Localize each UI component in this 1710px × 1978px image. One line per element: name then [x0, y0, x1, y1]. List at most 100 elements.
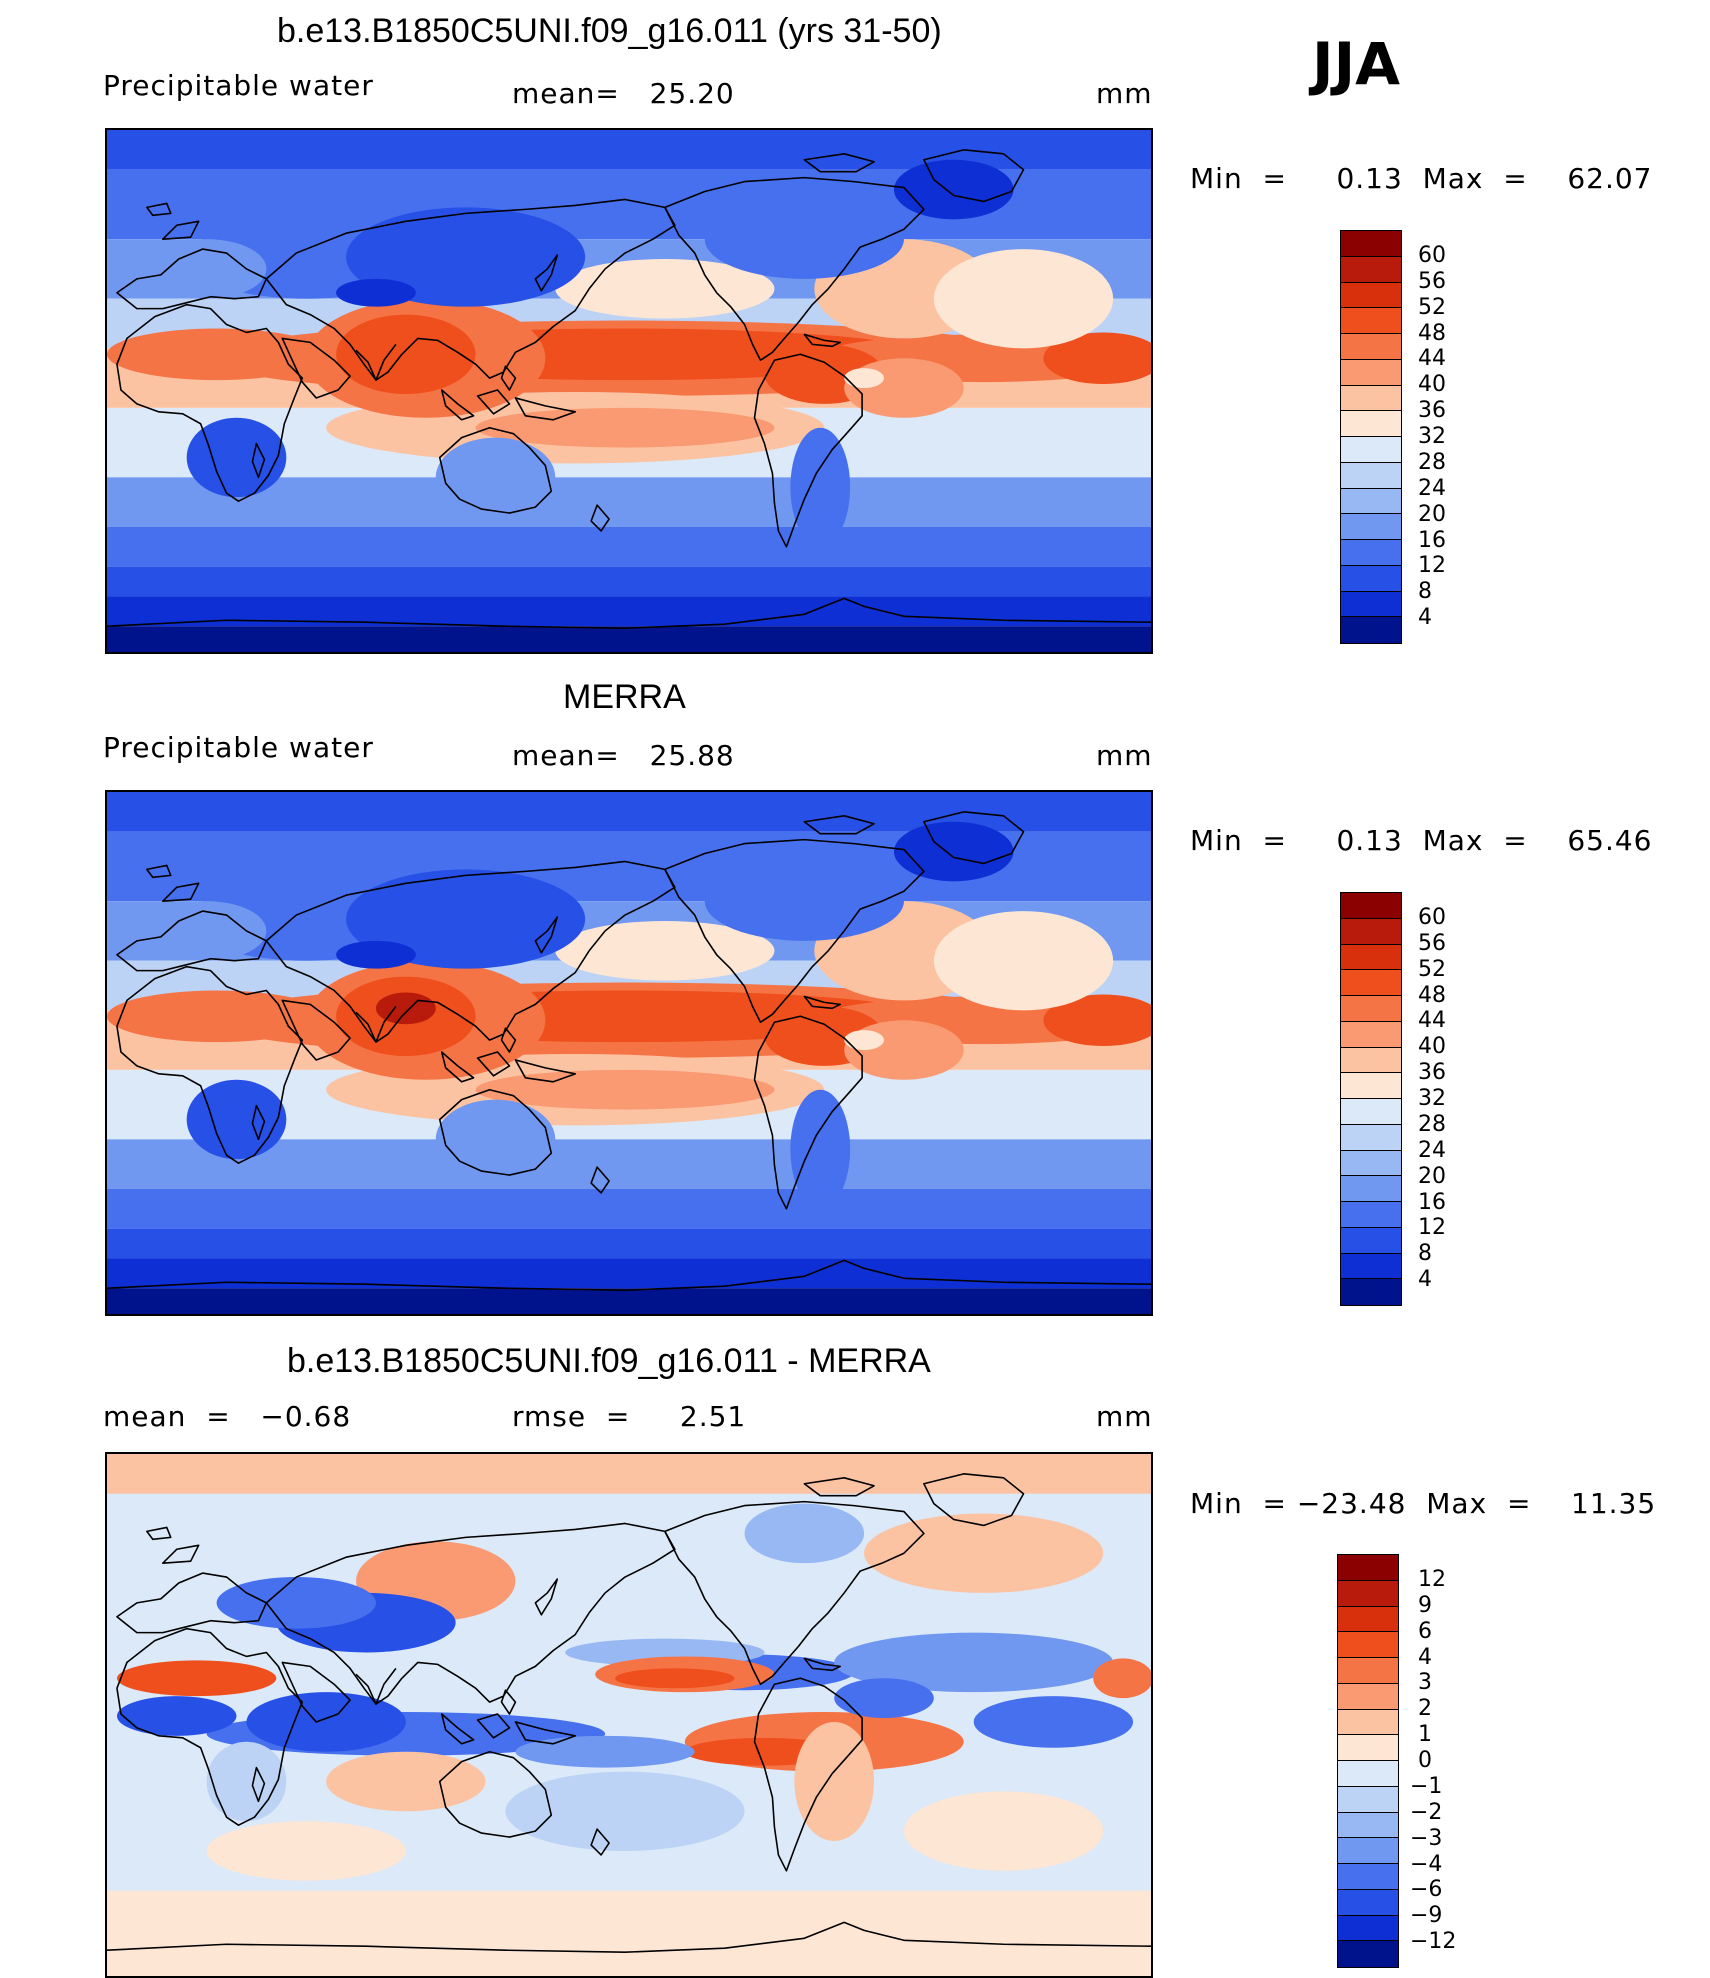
colorbar-label: 32 [1418, 1086, 1446, 1111]
panel2-title: MERRA [563, 678, 686, 716]
zonal-band [107, 626, 1151, 652]
colorbar-swatch [1341, 591, 1401, 618]
colorbar-swatch [1341, 282, 1401, 309]
colorbar-label: 6 [1418, 1618, 1432, 1644]
colorbar-label: 20 [1418, 1163, 1446, 1189]
colorbar-swatch [1338, 1915, 1398, 1942]
panel2-map [105, 790, 1153, 1316]
field-blob [475, 407, 775, 448]
field-blob [844, 368, 885, 389]
colorbar-swatch [1338, 1838, 1398, 1864]
panel1-minmax: Min = 0.13 Max = 62.07 [1190, 162, 1653, 195]
field-blob [336, 940, 416, 969]
panel1-mean: mean= 25.20 [512, 77, 735, 110]
colorbar-label: 24 [1418, 1137, 1446, 1163]
colorbar-swatch [1338, 1632, 1398, 1658]
colorbar-swatch [1341, 540, 1401, 566]
field-blob [107, 990, 327, 1043]
colorbar-label: 12 [1418, 1566, 1446, 1592]
colorbar-label: 0 [1418, 1748, 1432, 1773]
field-blob [346, 869, 586, 969]
field-blob [794, 1721, 875, 1842]
colorbar-swatch [1341, 1099, 1401, 1125]
map-field-model [107, 130, 1151, 652]
field-blob [555, 259, 775, 319]
zonal-band [107, 792, 1151, 832]
field-blob [893, 159, 1014, 220]
colorbar-label: 24 [1418, 475, 1446, 501]
colorbar-label: 52 [1418, 294, 1446, 320]
zonal-band [107, 1139, 1151, 1189]
panel2-units: mm [1096, 739, 1153, 772]
colorbar-label: −9 [1410, 1903, 1443, 1929]
panel1-variable: Precipitable water [103, 69, 374, 102]
colorbar-label: 4 [1418, 1267, 1432, 1293]
colorbar-label: 60 [1418, 242, 1446, 268]
field-blob [515, 1735, 695, 1768]
field-blob [435, 1099, 556, 1180]
colorbar-label: 8 [1418, 579, 1432, 605]
field-blob [704, 861, 904, 941]
colorbar-swatch [1338, 1812, 1398, 1839]
zonal-band [107, 1288, 1151, 1314]
zonal-band [107, 566, 1151, 597]
field-blob [116, 1660, 277, 1697]
panel3-rmse: rmse = 2.51 [512, 1400, 747, 1433]
colorbar-swatch [1341, 970, 1401, 996]
field-blob [893, 821, 1014, 882]
colorbar-label: 40 [1418, 1034, 1446, 1060]
colorbar-label: 36 [1418, 398, 1446, 424]
colorbar-swatch [1338, 1683, 1398, 1710]
zonal-band [107, 130, 1151, 170]
panel2-colorbar [1340, 892, 1402, 1306]
colorbar-swatch [1341, 514, 1401, 540]
field-blob [933, 911, 1114, 1011]
panel1-title: b.e13.B1850C5UNI.f09_g16.011 (yrs 31-50) [277, 12, 942, 50]
colorbar-swatch [1341, 1073, 1401, 1099]
colorbar-swatch [1341, 462, 1401, 489]
field-blob [206, 1741, 287, 1822]
colorbar-label: 36 [1418, 1060, 1446, 1086]
field-blob [555, 921, 775, 981]
colorbar-swatch [1341, 231, 1401, 257]
field-blob [435, 437, 556, 518]
field-blob [1043, 332, 1151, 385]
field-blob [903, 1791, 1104, 1871]
colorbar-swatch [1341, 1021, 1401, 1048]
colorbar-swatch [1341, 1124, 1401, 1151]
field-blob [973, 1696, 1134, 1748]
field-blob [326, 1751, 486, 1812]
colorbar-swatch [1341, 893, 1401, 919]
colorbar-swatch [1338, 1606, 1398, 1633]
colorbar-label: 32 [1418, 424, 1446, 449]
field-blob [1043, 994, 1151, 1047]
field-blob [834, 1678, 934, 1718]
colorbar-swatch [1341, 1227, 1401, 1254]
colorbar-label: 12 [1418, 1215, 1446, 1241]
colorbar-swatch [1341, 437, 1401, 463]
colorbar-swatch [1341, 411, 1401, 437]
field-blob [346, 207, 586, 307]
field-blob [790, 1089, 851, 1209]
field-blob [790, 427, 851, 547]
panel2-colorbar-labels: 60 56 52 48 44 40 36 32 28 24 20 16 12 8 4 [1418, 892, 1498, 1306]
colorbar-label: 28 [1418, 449, 1446, 475]
field-blob [107, 328, 327, 381]
colorbar-swatch [1341, 1047, 1401, 1074]
panel3-units: mm [1096, 1400, 1153, 1433]
colorbar-swatch [1341, 359, 1401, 386]
colorbar-label: 20 [1418, 501, 1446, 527]
colorbar-label: 4 [1418, 1644, 1432, 1670]
panel1-map [105, 128, 1153, 654]
panel3-mean: mean = −0.68 [103, 1400, 352, 1433]
zonal-band [107, 526, 1151, 567]
map-field-diff [107, 1454, 1151, 1976]
zonal-band [107, 596, 1151, 627]
colorbar-label: 3 [1418, 1670, 1432, 1696]
colorbar-label: −1 [1410, 1773, 1443, 1799]
field-blob [375, 330, 436, 363]
colorbar-swatch [1341, 385, 1401, 412]
panel3-title: b.e13.B1850C5UNI.f09_g16.011 - MERRA [287, 1342, 931, 1380]
colorbar-label: 60 [1418, 904, 1446, 930]
colorbar-swatch [1341, 256, 1401, 283]
